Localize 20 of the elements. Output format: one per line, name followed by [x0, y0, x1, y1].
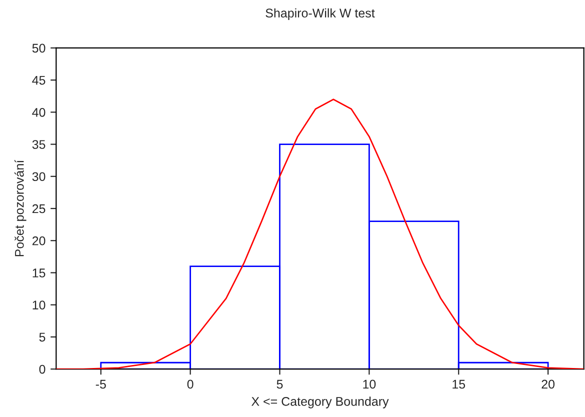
x-tick-label: 10	[363, 380, 376, 389]
y-tick-label: 0	[39, 364, 46, 374]
y-tick-label: 20	[32, 236, 46, 246]
y-tick-label: 10	[32, 300, 46, 310]
y-tick-label: 15	[32, 268, 46, 278]
y-tick-label: 35	[32, 140, 46, 149]
y-tick-label: 25	[32, 204, 46, 214]
y-tick-label: 5	[39, 332, 46, 342]
x-tick-label: -5	[96, 380, 106, 389]
y-tick-label: 40	[32, 108, 46, 117]
x-tick-label: 0	[187, 380, 194, 389]
y-tick-label: 45	[32, 76, 46, 85]
y-axis-title: Počet pozorování	[14, 160, 26, 256]
x-tick-label: 15	[452, 380, 466, 389]
y-tick-label: 50	[32, 44, 46, 53]
x-tick-label: 20	[542, 380, 555, 389]
chart-title: Shapiro-Wilk W test	[266, 8, 375, 20]
x-tick-label: 5	[276, 380, 283, 389]
x-axis-title: X <= Category Boundary	[251, 396, 389, 408]
y-tick-label: 30	[32, 172, 46, 182]
